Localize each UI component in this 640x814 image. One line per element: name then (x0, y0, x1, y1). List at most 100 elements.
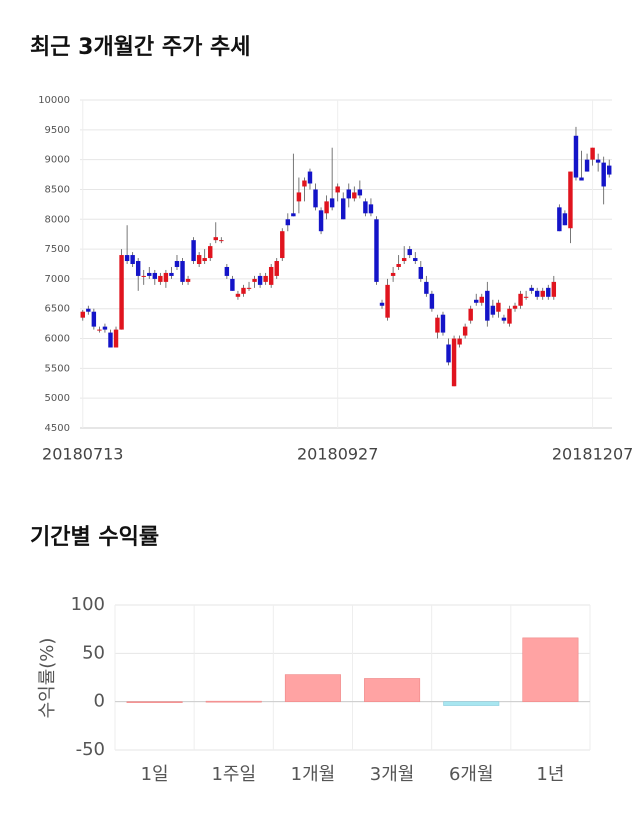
x-tick-label: 1개월 (291, 764, 336, 785)
candle-body (274, 261, 279, 276)
candle-body (390, 272, 396, 276)
candle-body (235, 293, 241, 297)
candle-body (141, 275, 146, 277)
candle-body (208, 246, 213, 259)
candle-body (86, 308, 91, 312)
candle-body (180, 261, 185, 282)
candle-body (379, 302, 385, 306)
y-tick-label: 9000 (45, 155, 70, 166)
candle-body (568, 171, 573, 229)
y-tick-label: 8500 (45, 184, 70, 195)
candle-body (113, 329, 119, 348)
y-tick-label: -50 (76, 739, 105, 760)
x-tick-label: 3개월 (370, 764, 415, 785)
candle-body (185, 278, 191, 282)
candle-body (385, 284, 390, 318)
candle-body (407, 249, 412, 256)
candle-body (335, 186, 340, 193)
candle-body (313, 189, 318, 208)
candle-body (291, 213, 296, 217)
candle-body (512, 305, 518, 309)
candle-body (523, 296, 529, 298)
candle-body (329, 198, 335, 208)
candle-body (424, 281, 429, 294)
candle-body (307, 171, 313, 184)
candle-body (352, 192, 357, 199)
candle-body (302, 180, 307, 187)
y-tick-label: 0 (94, 691, 105, 712)
candle-body (202, 258, 207, 262)
candle-body (573, 135, 579, 178)
candle-body (280, 231, 285, 259)
y-tick-label: 10000 (38, 95, 70, 106)
x-tick-label: 20181207 (552, 445, 633, 464)
candle-body (540, 290, 545, 297)
candle-body (102, 326, 108, 330)
candle-body (534, 290, 540, 297)
candle-body (435, 317, 440, 333)
candle-body (196, 255, 202, 264)
candle-body (485, 290, 490, 321)
candle-body (174, 261, 180, 267)
bar (443, 701, 500, 706)
candle-body (562, 213, 568, 226)
x-tick-label: 6개월 (449, 764, 494, 785)
x-tick-label: 1년 (536, 764, 564, 785)
bar (284, 674, 341, 702)
candle-body (374, 219, 379, 282)
x-tick-label: 20180713 (42, 445, 123, 464)
candle-body (607, 165, 612, 175)
y-tick-label: 6000 (45, 334, 70, 345)
y-axis-label: 수익률(%) (37, 638, 58, 719)
candle-body (191, 240, 196, 262)
candle-body (490, 305, 496, 315)
candle-body (357, 189, 363, 196)
candle-body (396, 264, 401, 267)
bar (126, 701, 183, 703)
candle-body (507, 308, 512, 324)
candle-body (224, 266, 230, 276)
candle-body (263, 275, 268, 282)
candle-body (590, 147, 595, 160)
candle-body (462, 326, 468, 336)
candle-body (241, 287, 246, 294)
candle-body (257, 275, 263, 285)
bar (205, 700, 262, 703)
candle-body (268, 266, 274, 285)
candle-body (546, 287, 551, 297)
candle-body (451, 338, 457, 387)
candle-body (468, 308, 473, 321)
y-tick-label: 50 (82, 642, 105, 663)
candle-body (252, 278, 257, 282)
candle-body (595, 159, 601, 163)
chart-title: 기간별 수익률 (30, 525, 159, 550)
candle-body (446, 344, 451, 363)
candle-body (429, 293, 435, 309)
candle-body (135, 261, 141, 276)
candle-body (440, 314, 446, 333)
candle-body (169, 272, 174, 276)
y-tick-label: 6500 (45, 304, 70, 315)
chart-title: 최근 3개월간 주가 추세 (30, 35, 250, 60)
candle-body (285, 219, 291, 226)
y-tick-label: 5000 (45, 393, 70, 404)
candle-body (91, 311, 97, 327)
y-tick-label: 7500 (45, 244, 70, 255)
candle-body (318, 210, 324, 232)
candle-body (501, 317, 507, 321)
candle-body (213, 237, 218, 241)
candle-body (557, 207, 562, 232)
y-tick-label: 9500 (45, 125, 70, 136)
candle-body (401, 258, 407, 262)
bar (364, 678, 421, 702)
candle-body (246, 287, 252, 289)
candle-body (119, 255, 124, 330)
candle-body (158, 275, 163, 282)
y-tick-label: 100 (71, 594, 105, 615)
candle-body (124, 255, 130, 262)
candle-body (474, 299, 479, 303)
candle-body (108, 332, 113, 348)
candle-body (341, 198, 346, 220)
candle-body (147, 272, 152, 276)
